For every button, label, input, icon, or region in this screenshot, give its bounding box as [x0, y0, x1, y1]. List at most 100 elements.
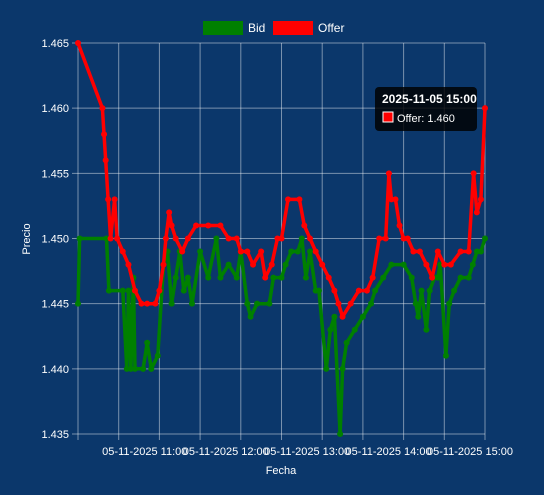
data-point-offer: [347, 300, 354, 307]
y-axis: 1.465 1.460 1.455 1.450 1.445 1.440 1.435: [41, 38, 69, 441]
y-tick-label: 1.435: [41, 429, 69, 441]
data-point-offer: [278, 235, 285, 242]
data-point-bid: [434, 274, 441, 281]
tooltip-title: 2025-11-05 15:00: [382, 92, 477, 106]
data-point-bid: [331, 313, 338, 320]
data-point-offer: [473, 209, 480, 216]
data-point-offer: [312, 248, 319, 255]
data-point-bid: [144, 339, 151, 346]
data-point-bid: [278, 274, 285, 281]
data-point-bid: [415, 313, 422, 320]
data-point-offer: [237, 248, 244, 255]
data-point-offer: [447, 261, 454, 268]
data-point-bid: [119, 287, 126, 294]
y-tick-label: 1.465: [41, 38, 69, 50]
data-point-offer: [225, 235, 232, 242]
tooltip-box: [375, 87, 477, 131]
data-point-offer: [470, 170, 477, 177]
data-point-bid: [154, 352, 161, 359]
data-point-offer: [152, 300, 159, 307]
legend-label-bid: Bid: [248, 21, 265, 35]
data-point-offer: [125, 261, 132, 268]
data-point-offer: [339, 313, 346, 320]
data-point-bid: [306, 248, 313, 255]
data-point-offer: [179, 248, 186, 255]
data-point-offer: [301, 222, 308, 229]
data-point-bid: [225, 261, 232, 268]
data-point-offer: [441, 261, 448, 268]
data-point-offer: [262, 274, 269, 281]
data-point-bid: [254, 300, 261, 307]
data-point-bid: [339, 365, 346, 372]
data-point-bid: [131, 365, 138, 372]
data-point-offer: [119, 248, 126, 255]
legend-item-bid[interactable]: Bid: [203, 21, 265, 35]
data-point-offer: [423, 261, 430, 268]
data-point-bid: [457, 274, 464, 281]
data-point-bid: [76, 235, 83, 242]
data-point-offer: [376, 235, 383, 242]
data-point-bid: [368, 300, 375, 307]
data-point-bid: [213, 235, 220, 242]
data-point-offer: [233, 235, 240, 242]
data-point-bid: [75, 300, 81, 307]
data-point-offer: [482, 105, 488, 112]
legend-swatch-bid: [203, 21, 243, 35]
data-point-bid: [465, 274, 472, 281]
data-point-offer: [105, 196, 112, 203]
data-point-offer: [355, 287, 362, 294]
data-point-offer: [193, 222, 200, 229]
data-point-offer: [138, 300, 145, 307]
data-point-offer: [429, 274, 436, 281]
data-point-bid: [294, 248, 301, 255]
data-point-offer: [160, 261, 167, 268]
data-point-bid: [442, 352, 449, 359]
data-point-offer: [172, 235, 179, 242]
data-point-bid: [426, 287, 433, 294]
y-tick-label: 1.455: [41, 168, 69, 180]
x-tick-label: 05-11-2025 11:00: [102, 446, 187, 458]
data-point-bid: [359, 313, 366, 320]
data-point-bid: [408, 274, 415, 281]
legend-label-offer: Offer: [318, 21, 344, 35]
data-point-offer: [166, 209, 173, 216]
data-point-offer: [410, 248, 417, 255]
legend: Bid Offer: [203, 21, 344, 35]
data-point-bid: [451, 287, 458, 294]
data-point-bid: [323, 365, 330, 372]
data-point-offer: [325, 274, 332, 281]
data-point-bid: [372, 287, 379, 294]
data-point-offer: [268, 261, 275, 268]
data-point-offer: [369, 274, 376, 281]
data-point-bid: [125, 287, 132, 294]
data-point-bid: [244, 300, 251, 307]
data-point-offer: [396, 222, 403, 229]
data-point-offer: [75, 40, 81, 46]
legend-item-offer[interactable]: Offer: [273, 21, 344, 35]
data-point-bid: [477, 248, 484, 255]
data-point-offer: [331, 287, 338, 294]
data-point-bid: [380, 274, 387, 281]
data-point-bid: [388, 261, 395, 268]
data-point-offer: [385, 170, 392, 177]
data-point-bid: [412, 300, 419, 307]
data-point-bid: [184, 274, 191, 281]
data-point-offer: [363, 287, 370, 294]
data-point-offer: [244, 248, 251, 255]
tooltip-swatch: [382, 111, 394, 123]
data-point-offer: [382, 235, 389, 242]
data-point-offer: [111, 196, 118, 203]
data-point-bid: [469, 261, 476, 268]
data-point-bid: [337, 431, 344, 437]
x-tick-label: 05-11-2025 13:00: [264, 446, 350, 458]
data-point-bid: [418, 287, 425, 294]
tooltip-value: Offer: 1.460: [397, 113, 455, 125]
data-point-offer: [99, 105, 106, 112]
data-point-bid: [140, 365, 147, 372]
y-tick-label: 1.460: [41, 103, 69, 115]
x-tick-label: 05-11-2025 12:00: [183, 446, 269, 458]
data-point-offer: [114, 235, 121, 242]
data-point-bid: [172, 274, 179, 281]
